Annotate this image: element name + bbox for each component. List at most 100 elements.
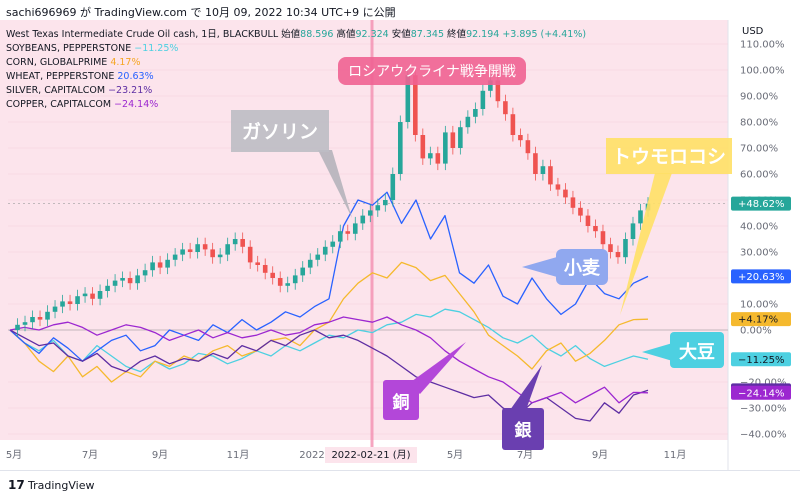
chart-plot[interactable]: USD 110.00% 100.00% 90.00% 80.00% 70.00% 60.00… bbox=[0, 20, 800, 470]
candle-body bbox=[225, 244, 230, 255]
legend-series-soybeans[interactable]: SOYBEANS, PEPPERSTONE −11.25% bbox=[6, 42, 586, 56]
candle-body bbox=[37, 317, 43, 320]
wheat-pointer bbox=[522, 257, 557, 277]
candle-body bbox=[127, 278, 133, 284]
legend-series-corn[interactable]: CORN, GLOBALPRIME 4.17% bbox=[6, 56, 586, 70]
candle-body bbox=[352, 223, 358, 234]
candle-body bbox=[157, 262, 163, 268]
legend-close-value: 92.194 bbox=[466, 29, 500, 40]
silver-callout-text: 銀 bbox=[515, 420, 532, 441]
candle-body bbox=[345, 231, 351, 234]
x-highlight-bg bbox=[325, 447, 417, 463]
candle-body bbox=[112, 280, 118, 286]
soy-callout-text: 大豆 bbox=[679, 341, 715, 363]
y-tick-label: 70.00% bbox=[740, 144, 778, 155]
candle-body bbox=[165, 259, 170, 268]
footer-bar bbox=[0, 470, 800, 500]
candle-body bbox=[405, 75, 411, 122]
legend-series-name: SOYBEANS, PEPPERSTONE bbox=[6, 43, 132, 54]
wheat-line bbox=[9, 191, 649, 362]
candle-body bbox=[180, 249, 185, 255]
candle-body bbox=[307, 259, 313, 268]
candle-body bbox=[67, 301, 73, 304]
candle-body bbox=[503, 101, 508, 115]
candle-body bbox=[563, 189, 568, 198]
legend-series-value: 20.63% bbox=[117, 71, 154, 82]
price-label-box bbox=[731, 352, 791, 367]
y-tick-label: 0.00% bbox=[740, 326, 772, 337]
candle-body bbox=[285, 283, 291, 286]
price-axis-background bbox=[728, 20, 800, 440]
price-label-text: +48.62% bbox=[738, 199, 785, 210]
tradingview-logo-icon[interactable]: 17 bbox=[8, 478, 25, 492]
candle-body bbox=[75, 296, 80, 304]
candle-body bbox=[623, 239, 628, 258]
candle-body bbox=[300, 267, 306, 276]
y-tick-label: 100.00% bbox=[740, 66, 785, 77]
corn-callout-box bbox=[606, 138, 732, 174]
candle-body bbox=[247, 246, 253, 263]
candle-body bbox=[420, 135, 426, 159]
price-label-text: −24.14% bbox=[738, 388, 785, 399]
legend-series-wheat[interactable]: WHEAT, PEPPERSTONE 20.63% bbox=[6, 70, 586, 84]
price-label-box bbox=[731, 385, 791, 400]
candle-body bbox=[232, 239, 238, 245]
header-bar: sachi696969 が TradingView.com で 10月 09, … bbox=[0, 0, 800, 20]
y-axis-unit: USD bbox=[742, 26, 764, 37]
soybeans-line bbox=[9, 308, 649, 373]
y-tick-label: 60.00% bbox=[740, 170, 778, 181]
candle-body bbox=[90, 293, 95, 299]
candle-body bbox=[292, 275, 298, 284]
candle-body bbox=[450, 132, 456, 148]
candle-body bbox=[510, 114, 516, 135]
silver-callout-box bbox=[502, 408, 544, 450]
war-callout-box bbox=[338, 57, 526, 85]
candle-body bbox=[360, 215, 366, 224]
price-label-box bbox=[731, 269, 791, 284]
x-tick-label: 9月 bbox=[592, 449, 608, 461]
candle-body bbox=[22, 322, 28, 325]
legend-series-name: COPPER, CAPITALCOM bbox=[6, 99, 112, 110]
wheat-callout-box bbox=[556, 249, 608, 285]
candle-body bbox=[480, 90, 486, 109]
legend-open-label: 始値 bbox=[281, 29, 301, 40]
legend-series-value: 4.17% bbox=[110, 57, 141, 68]
copper-callout-text: 銅 bbox=[393, 392, 410, 413]
legend-low-value: 87.345 bbox=[410, 29, 445, 40]
x-tick-label: 7月 bbox=[517, 449, 533, 461]
candle-body bbox=[30, 317, 35, 323]
candle-body bbox=[525, 140, 531, 154]
candle-body bbox=[15, 324, 20, 330]
legend-series-silver[interactable]: SILVER, CAPITALCOM −23.21% bbox=[6, 84, 586, 98]
candle-body bbox=[60, 301, 65, 307]
candle-body bbox=[540, 166, 546, 174]
legend-close-label: 終値 bbox=[447, 29, 467, 40]
gasoline-callout-box bbox=[231, 110, 329, 152]
candle-body bbox=[277, 278, 283, 286]
candle-body bbox=[150, 262, 155, 271]
candle-body bbox=[52, 306, 58, 312]
copper-line bbox=[9, 316, 649, 404]
candle-body bbox=[495, 80, 501, 102]
candle-body bbox=[382, 200, 388, 206]
candle-body bbox=[322, 246, 328, 255]
legend-high-label: 高値 bbox=[336, 29, 356, 40]
price-label-text: +4.17% bbox=[738, 315, 778, 326]
y-tick-label: 80.00% bbox=[740, 118, 778, 129]
candle-body bbox=[375, 205, 381, 211]
legend-series-value: −23.21% bbox=[108, 85, 153, 96]
candle-body bbox=[45, 311, 50, 320]
x-highlight-label: 2022-02-21 (月) bbox=[331, 449, 410, 461]
tradingview-brand[interactable]: TradingView bbox=[28, 479, 95, 492]
candle-body bbox=[187, 249, 193, 252]
legend-series-copper[interactable]: COPPER, CAPITALCOM −24.14% bbox=[6, 98, 586, 112]
price-label-box bbox=[731, 196, 791, 211]
legend-main-title: West Texas Intermediate Crude Oil cash, … bbox=[6, 29, 279, 40]
candle-body bbox=[217, 254, 223, 258]
x-tick-label: 11月 bbox=[664, 449, 687, 461]
legend-open-value: 88.596 bbox=[300, 29, 334, 40]
x-tick-label: 9月 bbox=[152, 449, 168, 461]
corn-pointer bbox=[620, 173, 672, 315]
candle-body bbox=[533, 153, 538, 174]
x-tick-label: 5月 bbox=[447, 449, 463, 461]
